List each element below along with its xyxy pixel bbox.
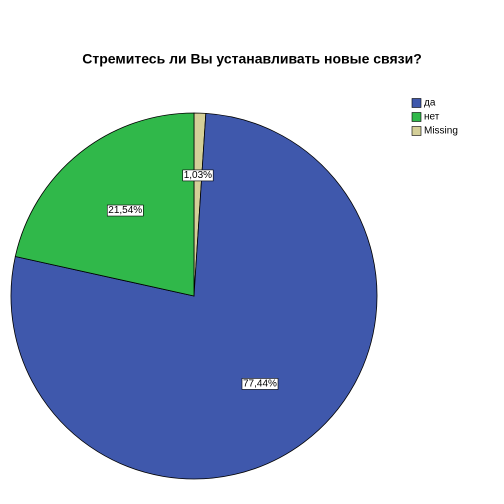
- legend-swatch: [411, 98, 422, 108]
- data-label-box: [182, 169, 214, 182]
- data-label-box: [106, 204, 144, 217]
- data-label: 1,03%: [184, 170, 212, 181]
- chart-title: Стремитесь ли Вы устанавливать новые свя…: [82, 51, 422, 67]
- data-label: 77,44%: [243, 378, 277, 389]
- data-label: 21,54%: [108, 205, 142, 216]
- legend-swatch: [411, 112, 422, 122]
- legend-label: Missing: [424, 126, 458, 137]
- legend-label: нет: [424, 112, 440, 123]
- legend-swatch: [411, 126, 422, 136]
- data-label-box: [241, 378, 279, 390]
- pie-slice: [14, 112, 195, 297]
- legend-label: да: [424, 98, 436, 109]
